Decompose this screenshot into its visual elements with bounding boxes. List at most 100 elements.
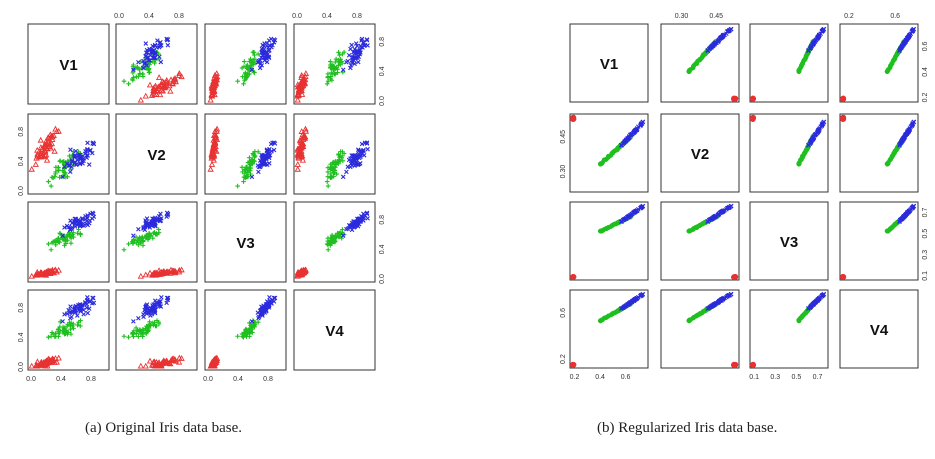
data-point — [46, 241, 51, 247]
data-point — [299, 143, 306, 150]
panel-b-V3-V3: V3 — [749, 201, 829, 281]
tick-label: 0.5 — [922, 229, 929, 239]
data-point — [32, 161, 39, 167]
data-point — [164, 36, 169, 42]
panel-frame — [293, 201, 376, 283]
data-point — [43, 140, 50, 147]
data-point — [340, 158, 346, 164]
data-point — [242, 175, 247, 180]
data-point — [151, 302, 156, 307]
data-point — [165, 211, 171, 217]
data-point — [332, 71, 337, 77]
data-point — [91, 141, 97, 147]
data-point — [210, 359, 217, 366]
panel-b-V1-V1: V1 — [569, 23, 649, 103]
panel-a-V4-V4: V4 — [293, 289, 376, 371]
data-point — [815, 35, 821, 40]
tick-label: 0.4 — [18, 332, 25, 342]
data-point — [255, 319, 261, 325]
data-point — [329, 175, 335, 180]
data-point — [731, 274, 737, 280]
data-point — [345, 164, 351, 170]
data-point — [333, 56, 339, 62]
data-point — [46, 334, 51, 340]
data-point — [728, 291, 734, 297]
data-point — [336, 231, 341, 236]
data-point — [325, 247, 331, 253]
data-point — [77, 302, 83, 307]
data-point — [693, 61, 699, 66]
data-point — [298, 153, 305, 160]
data-point — [60, 174, 65, 180]
data-point — [90, 216, 95, 221]
panel-b-V4-V3 — [749, 289, 829, 369]
tick-label: 0.4 — [322, 13, 332, 20]
data-point — [68, 326, 73, 332]
data-point — [331, 168, 337, 173]
tick-label: 0.8 — [379, 215, 386, 225]
tick-label: 0.4 — [144, 13, 154, 20]
data-point — [134, 331, 139, 336]
data-point — [145, 233, 150, 238]
data-point — [270, 297, 275, 303]
data-point — [153, 232, 158, 237]
data-point — [263, 154, 269, 160]
data-point — [130, 64, 136, 69]
panel-frame — [569, 23, 649, 103]
data-point — [68, 233, 73, 238]
data-point — [159, 295, 164, 300]
data-point — [159, 87, 167, 94]
data-point — [251, 323, 257, 329]
panel-b-V3-V1 — [569, 201, 649, 281]
data-point — [63, 331, 68, 337]
data-point — [69, 226, 74, 231]
variable-label: V3 — [236, 235, 254, 252]
data-point — [170, 76, 177, 83]
data-point — [41, 359, 48, 366]
data-point — [90, 150, 95, 156]
data-point — [885, 67, 891, 73]
data-point — [137, 96, 144, 103]
data-point — [897, 142, 902, 148]
data-point — [44, 356, 52, 362]
data-point — [34, 268, 41, 275]
data-point — [131, 233, 136, 238]
tick-label: 0.6 — [560, 308, 567, 318]
data-point — [638, 205, 644, 211]
data-point — [328, 171, 334, 177]
data-point — [244, 170, 250, 176]
data-point — [266, 47, 272, 53]
data-point — [55, 354, 62, 361]
data-point — [85, 140, 90, 146]
panel-a-V2-V2: V2 — [115, 113, 198, 195]
data-point — [257, 65, 263, 71]
data-point — [570, 116, 576, 122]
panel-frame — [660, 201, 740, 281]
data-point — [911, 119, 917, 125]
data-point — [336, 157, 342, 163]
data-point — [840, 274, 846, 280]
data-point — [33, 271, 40, 278]
data-point — [148, 233, 153, 239]
data-point — [52, 125, 59, 132]
data-point — [157, 54, 162, 60]
panel-a-V1-V4 — [293, 23, 376, 105]
data-point — [80, 161, 85, 166]
data-point — [346, 222, 352, 228]
panel-b-V4-V2 — [660, 289, 740, 369]
data-point — [337, 52, 342, 58]
data-point — [618, 219, 624, 224]
data-point — [260, 313, 265, 318]
data-point — [889, 224, 895, 230]
data-point — [358, 218, 363, 224]
data-point — [247, 331, 252, 337]
data-point — [693, 313, 699, 319]
data-point — [81, 307, 86, 313]
data-point — [213, 356, 220, 362]
data-point — [697, 57, 702, 63]
data-point — [885, 228, 891, 234]
data-point — [156, 83, 163, 90]
caption-regularized: (b) Regularized Iris data base. — [597, 420, 778, 436]
data-point — [77, 323, 83, 329]
panel-b-V4-V1 — [569, 289, 649, 369]
